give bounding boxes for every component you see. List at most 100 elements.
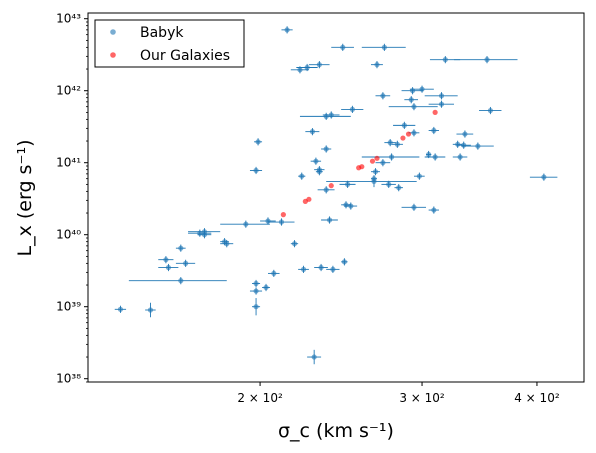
point-babyk [431, 127, 437, 134]
legend-label-babyk: Babyk [140, 25, 184, 41]
point-babyk [316, 169, 322, 175]
plot-frame [87, 12, 585, 383]
point-our-galaxies [400, 135, 406, 141]
point-babyk [411, 104, 417, 110]
point-babyk [300, 266, 307, 272]
point-babyk [197, 230, 203, 236]
point-babyk [328, 112, 334, 118]
point-babyk [380, 160, 386, 166]
point-babyk [253, 280, 259, 287]
point-babyk [408, 97, 414, 103]
x-tick-label: 4 × 10² [514, 391, 560, 405]
point-babyk [410, 88, 416, 94]
point-babyk [163, 257, 169, 263]
point-our-galaxies [405, 131, 412, 137]
point-babyk [323, 187, 329, 193]
point-babyk [178, 245, 184, 251]
point-babyk [183, 260, 189, 266]
point-our-galaxies [432, 109, 438, 115]
legend-frame [94, 19, 245, 68]
point-babyk [457, 154, 463, 160]
point-babyk [201, 232, 208, 238]
point-babyk [255, 139, 261, 145]
point-babyk [330, 266, 336, 272]
point-babyk [431, 207, 437, 213]
point-babyk [284, 27, 290, 33]
point-babyk [263, 284, 269, 291]
point-babyk [386, 181, 392, 187]
y-tick-label: 10⁴⁰ [56, 228, 81, 242]
axis-ticks: 2 × 10² 3 × 10² 4 × 10² 10³⁸ 10³⁹ 10⁴⁰ 10⁴¹ 10⁴… [56, 12, 560, 405]
point-babyk [271, 270, 277, 277]
point-babyk [419, 86, 425, 92]
point-our-galaxies [369, 158, 376, 164]
point-babyk [381, 44, 387, 50]
x-tick-label: 3 × 10² [399, 391, 445, 405]
data-points [117, 27, 547, 360]
point-babyk [178, 278, 184, 284]
point-babyk [253, 304, 259, 310]
point-babyk [299, 173, 305, 179]
point-babyk [291, 241, 298, 247]
point-babyk [243, 221, 249, 227]
point-our-galaxies [374, 155, 380, 161]
point-babyk [432, 154, 438, 160]
legend-label-our-galaxies: Our Galaxies [140, 48, 230, 64]
point-babyk [326, 217, 333, 223]
point-our-galaxies [328, 183, 334, 189]
point-babyk [461, 142, 467, 148]
x-axis-label: σ_c (km s⁻¹) [278, 420, 394, 442]
legend-marker-our-galaxies [110, 52, 116, 58]
y-tick-label: 10³⁹ [56, 300, 81, 314]
point-babyk [438, 93, 445, 99]
point-babyk [278, 219, 285, 225]
y-axis-label: L_x (erg s⁻¹) [14, 139, 36, 256]
point-babyk [396, 185, 402, 191]
point-babyk [387, 140, 393, 146]
point-babyk [253, 167, 259, 174]
point-babyk [438, 101, 445, 107]
point-babyk [442, 57, 448, 63]
point-babyk [484, 57, 490, 63]
point-babyk [411, 204, 417, 210]
y-tick-label: 10⁴³ [56, 12, 81, 26]
point-babyk [401, 122, 407, 128]
point-babyk [117, 306, 124, 312]
point-babyk [541, 174, 547, 180]
point-babyk [343, 202, 349, 208]
point-babyk [147, 307, 154, 313]
point-our-galaxies [280, 212, 286, 218]
point-babyk [426, 151, 432, 158]
point-babyk [253, 288, 259, 294]
legend-marker-babyk [110, 29, 116, 35]
point-our-galaxies [302, 198, 308, 205]
point-babyk [309, 129, 316, 135]
point-babyk [348, 203, 354, 209]
point-babyk [371, 178, 377, 184]
y-tick-label: 10⁴² [56, 84, 81, 98]
point-babyk [297, 67, 303, 73]
point-babyk [374, 62, 380, 68]
error-bars [114, 26, 558, 365]
point-babyk [349, 106, 355, 112]
point-babyk [316, 62, 322, 68]
point-babyk [394, 141, 400, 147]
point-babyk [304, 64, 310, 71]
point-babyk [487, 107, 494, 114]
point-babyk [323, 113, 329, 119]
point-babyk [224, 241, 230, 247]
point-babyk [416, 173, 422, 179]
point-babyk [313, 158, 319, 164]
point-babyk [411, 130, 417, 136]
point-babyk [455, 141, 461, 147]
point-babyk [265, 218, 271, 224]
x-tick-label: 2 × 10² [237, 391, 283, 405]
legend: Babyk Our Galaxies [94, 19, 245, 68]
point-babyk [475, 143, 481, 149]
point-babyk [340, 44, 346, 50]
point-babyk [165, 264, 172, 271]
point-babyk [389, 154, 395, 160]
point-babyk [341, 259, 347, 265]
point-babyk [462, 131, 468, 137]
